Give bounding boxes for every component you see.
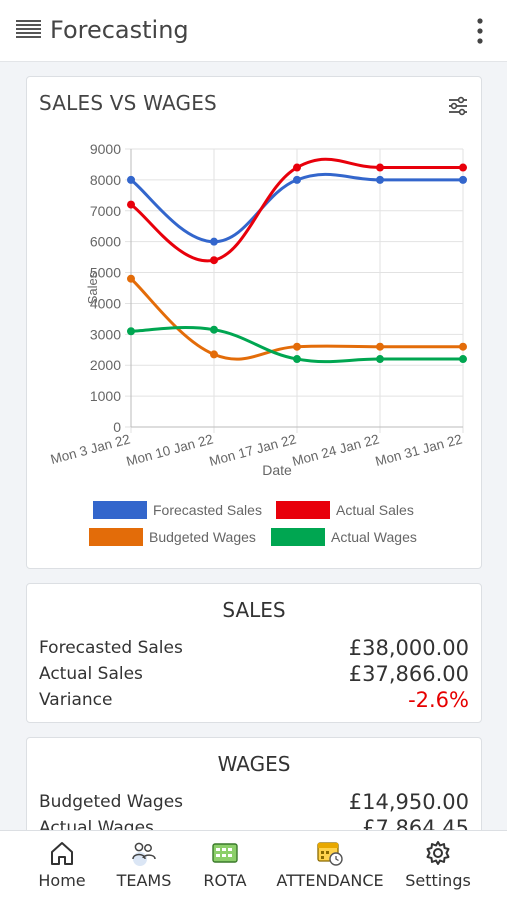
actual-wages-row: Actual Wages £7,864.45 [39,814,469,830]
x-tick-label: Mon 31 Jan 22 [374,431,464,469]
legend-label: Budgeted Wages [149,529,256,545]
budgeted-wages-value: £14,950.00 [348,790,469,814]
data-point-actual-sales [459,163,467,172]
y-tick-label: 8000 [90,172,121,188]
legend-item-actual-sales[interactable]: Actual Sales [276,500,414,520]
y-tick-label: 0 [113,419,121,435]
y-tick-label: 2000 [90,357,121,373]
legend-swatch [93,501,147,519]
actual-sales-label: Actual Sales [39,664,143,684]
data-point-actual-wages [459,355,467,364]
variance-label: Variance [39,690,113,710]
nav-teams[interactable]: TEAMS [112,839,176,897]
sales-vs-wages-card: SALES VS WAGES 9000 8000 7000 6000 5000 4000 3… [26,76,482,569]
chart-card-title: SALES VS WAGES [39,91,217,115]
nav-settings[interactable]: Settings [404,839,472,897]
data-point-actual-sales [210,256,218,265]
y-axis-ticks: 9000 8000 7000 6000 5000 4000 3000 2000 1000 0 [90,141,121,435]
rota-icon [212,843,238,863]
nav-home-label: Home [38,871,86,890]
legend-item-forecasted-sales[interactable]: Forecasted Sales [93,500,262,520]
chart-series [127,157,467,364]
x-tick-label: Mon 3 Jan 22 [49,431,132,467]
data-point-budgeted-wages [127,274,135,283]
page-title: Forecasting [50,16,189,44]
y-tick-label: 9000 [90,141,121,157]
actual-wages-label: Actual Wages [39,818,154,830]
filter-settings-icon[interactable] [447,95,469,117]
y-tick-label: 5000 [90,265,121,281]
actual-sales-row: Actual Sales £37,866.00 [39,660,469,686]
y-tick-label: 1000 [90,388,121,404]
sales-card-title: SALES [222,598,286,622]
nav-rota-label: ROTA [203,871,247,890]
series-line-actual-sales [130,157,463,263]
x-tick-label: Mon 10 Jan 22 [125,431,215,469]
data-point-budgeted-wages [459,342,467,351]
legend-label: Actual Sales [336,502,414,518]
chart-grid [125,148,464,433]
bottom-navigation: Home TEAMS ROTA [0,830,507,900]
data-point-budgeted-wages [293,342,301,351]
forecasted-sales-row: Forecasted Sales £38,000.00 [39,634,469,660]
content-scroll-area[interactable]: SALES VS WAGES 9000 8000 7000 6000 5000 4000 3… [0,62,507,830]
gear-icon [426,841,450,865]
legend-swatch [89,528,143,546]
nav-attendance[interactable]: ATTENDANCE [274,839,386,897]
attendance-icon [317,842,343,866]
legend-label: Forecasted Sales [153,502,262,518]
x-axis-label: Date [262,462,292,478]
data-point-actual-sales [127,200,135,209]
more-vertical-icon[interactable] [470,17,490,45]
y-tick-label: 7000 [90,203,121,219]
data-point-actual-wages [376,355,384,364]
forecasted-sales-value: £38,000.00 [348,636,469,660]
variance-row: Variance -2.6% [39,686,469,712]
legend-item-budgeted-wages[interactable]: Budgeted Wages [89,527,256,547]
forecasted-sales-label: Forecasted Sales [39,638,183,658]
y-tick-label: 4000 [90,295,121,311]
data-point-actual-sales [293,163,301,172]
data-point-forecasted-sales [293,175,301,184]
data-point-budgeted-wages [210,350,218,359]
y-tick-label: 3000 [90,326,121,342]
nav-settings-label: Settings [405,871,471,890]
variance-value: -2.6% [408,688,469,712]
y-axis-label: Sales [85,271,100,304]
app-bar: Forecasting [0,0,507,62]
nav-teams-label: TEAMS [116,871,172,890]
nav-attendance-label: ATTENDANCE [276,871,384,890]
data-point-forecasted-sales [127,175,135,184]
legend-label: Actual Wages [331,529,417,545]
nav-home[interactable]: Home [34,839,90,897]
data-point-forecasted-sales [376,175,384,184]
data-point-actual-wages [210,325,218,334]
menu-icon[interactable] [16,19,41,41]
data-point-budgeted-wages [376,342,384,351]
teams-icon [132,842,156,866]
data-point-actual-sales [376,163,384,172]
budgeted-wages-row: Budgeted Wages £14,950.00 [39,788,469,814]
y-tick-label: 6000 [90,234,121,250]
data-point-forecasted-sales [459,175,467,184]
legend-swatch [271,528,325,546]
home-icon [51,842,73,865]
actual-sales-value: £37,866.00 [348,662,469,686]
legend-swatch [276,501,330,519]
wages-summary-card: WAGES Budgeted Wages £14,950.00 Actual W… [26,737,482,830]
legend-item-actual-wages[interactable]: Actual Wages [271,527,417,547]
data-point-forecasted-sales [210,237,218,246]
sales-summary-card: SALES Forecasted Sales £38,000.00 Actual… [26,583,482,723]
actual-wages-value: £7,864.45 [362,816,469,830]
data-point-actual-wages [293,355,301,364]
x-tick-label: Mon 24 Jan 22 [291,431,381,469]
data-point-actual-wages [127,327,135,336]
nav-rota[interactable]: ROTA [196,839,254,897]
sales-vs-wages-chart: 9000 8000 7000 6000 5000 4000 3000 2000 1000 0 Mo… [49,141,467,478]
wages-card-title: WAGES [217,752,291,776]
budgeted-wages-label: Budgeted Wages [39,792,184,812]
